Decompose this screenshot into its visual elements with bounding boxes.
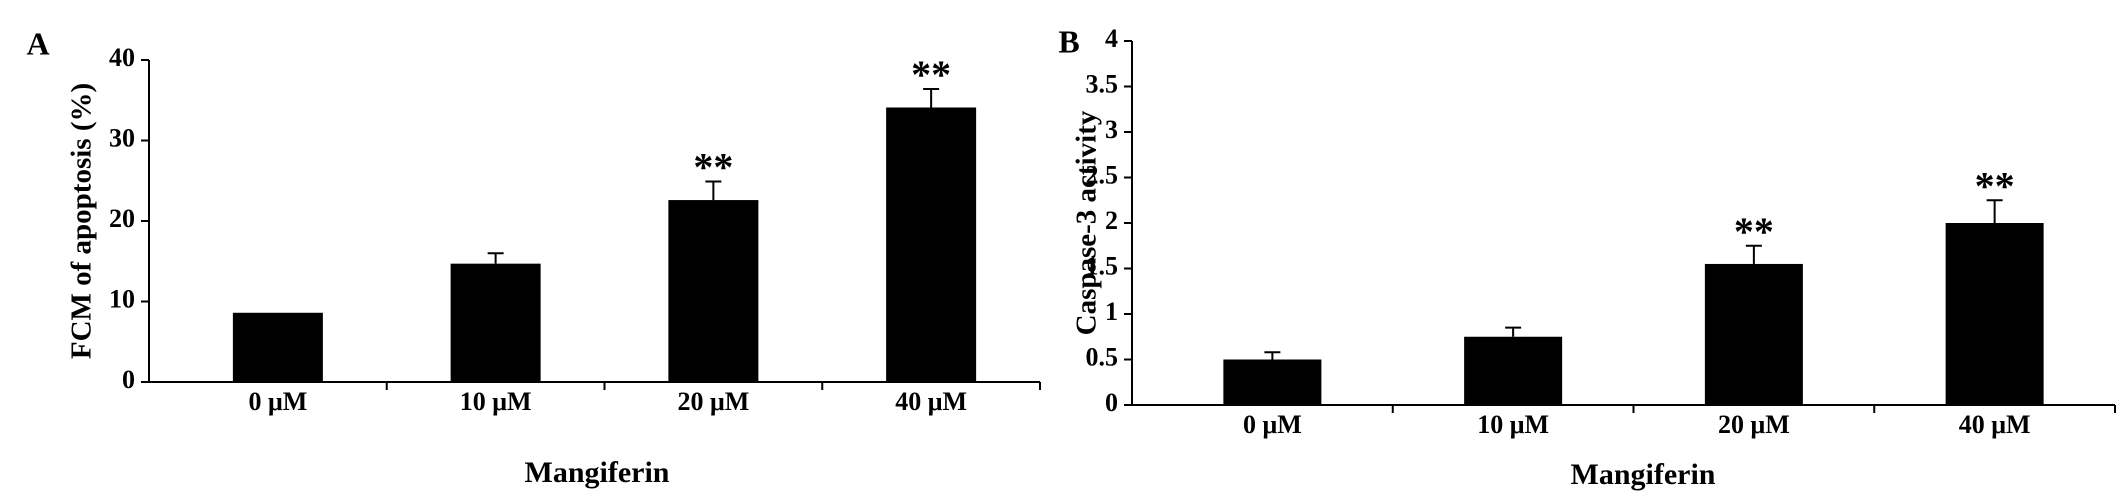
x-tick-label: 0 μM: [248, 387, 307, 416]
y-tick-label: 0: [122, 365, 135, 394]
y-tick-label: 4: [1105, 24, 1118, 53]
panel-label: B: [1058, 23, 1079, 59]
x-tick-label: 0 μM: [1243, 410, 1302, 439]
bar: [668, 200, 759, 382]
y-tick-label: 3.5: [1086, 69, 1119, 98]
y-tick-label: 2.5: [1086, 160, 1119, 189]
y-tick-label: 0.5: [1086, 342, 1119, 371]
x-tick-label: 10 μM: [460, 387, 532, 416]
y-tick-label: 2: [1105, 206, 1118, 235]
panel-label: A: [26, 25, 49, 61]
y-tick-label: 3: [1105, 115, 1118, 144]
significance: **: [911, 52, 951, 97]
x-tick-label: 40 μM: [895, 387, 967, 416]
y-tick-label: 1.5: [1086, 251, 1119, 280]
y-tick-label: 10: [109, 284, 135, 313]
bar: [1223, 359, 1322, 405]
x-tick-label: 20 μM: [677, 387, 749, 416]
x-tick-label: 10 μM: [1477, 410, 1549, 439]
y-tick-label: 30: [109, 123, 135, 152]
x-axis-title: Mangiferin: [1571, 458, 1716, 491]
x-axis-title: Mangiferin: [525, 456, 670, 489]
bar: [886, 107, 977, 383]
y-tick-label: 1: [1105, 297, 1118, 326]
significance: **: [1734, 209, 1774, 254]
bar: [450, 263, 541, 382]
y-tick-label: 40: [109, 43, 135, 72]
x-tick-label: 20 μM: [1718, 410, 1790, 439]
significance: **: [693, 145, 733, 190]
y-axis-title: FCM of apoptosis (%): [66, 83, 98, 359]
y-tick-label: 20: [109, 204, 135, 233]
bar: [1464, 336, 1563, 405]
bar: [1704, 263, 1803, 405]
y-axis-title: Caspase-3 activity: [1071, 110, 1103, 335]
x-tick-label: 40 μM: [1959, 410, 2031, 439]
y-tick-label: 0: [1105, 388, 1118, 417]
bar: [232, 312, 323, 382]
significance: **: [1975, 163, 2015, 208]
bar: [1945, 223, 2044, 405]
